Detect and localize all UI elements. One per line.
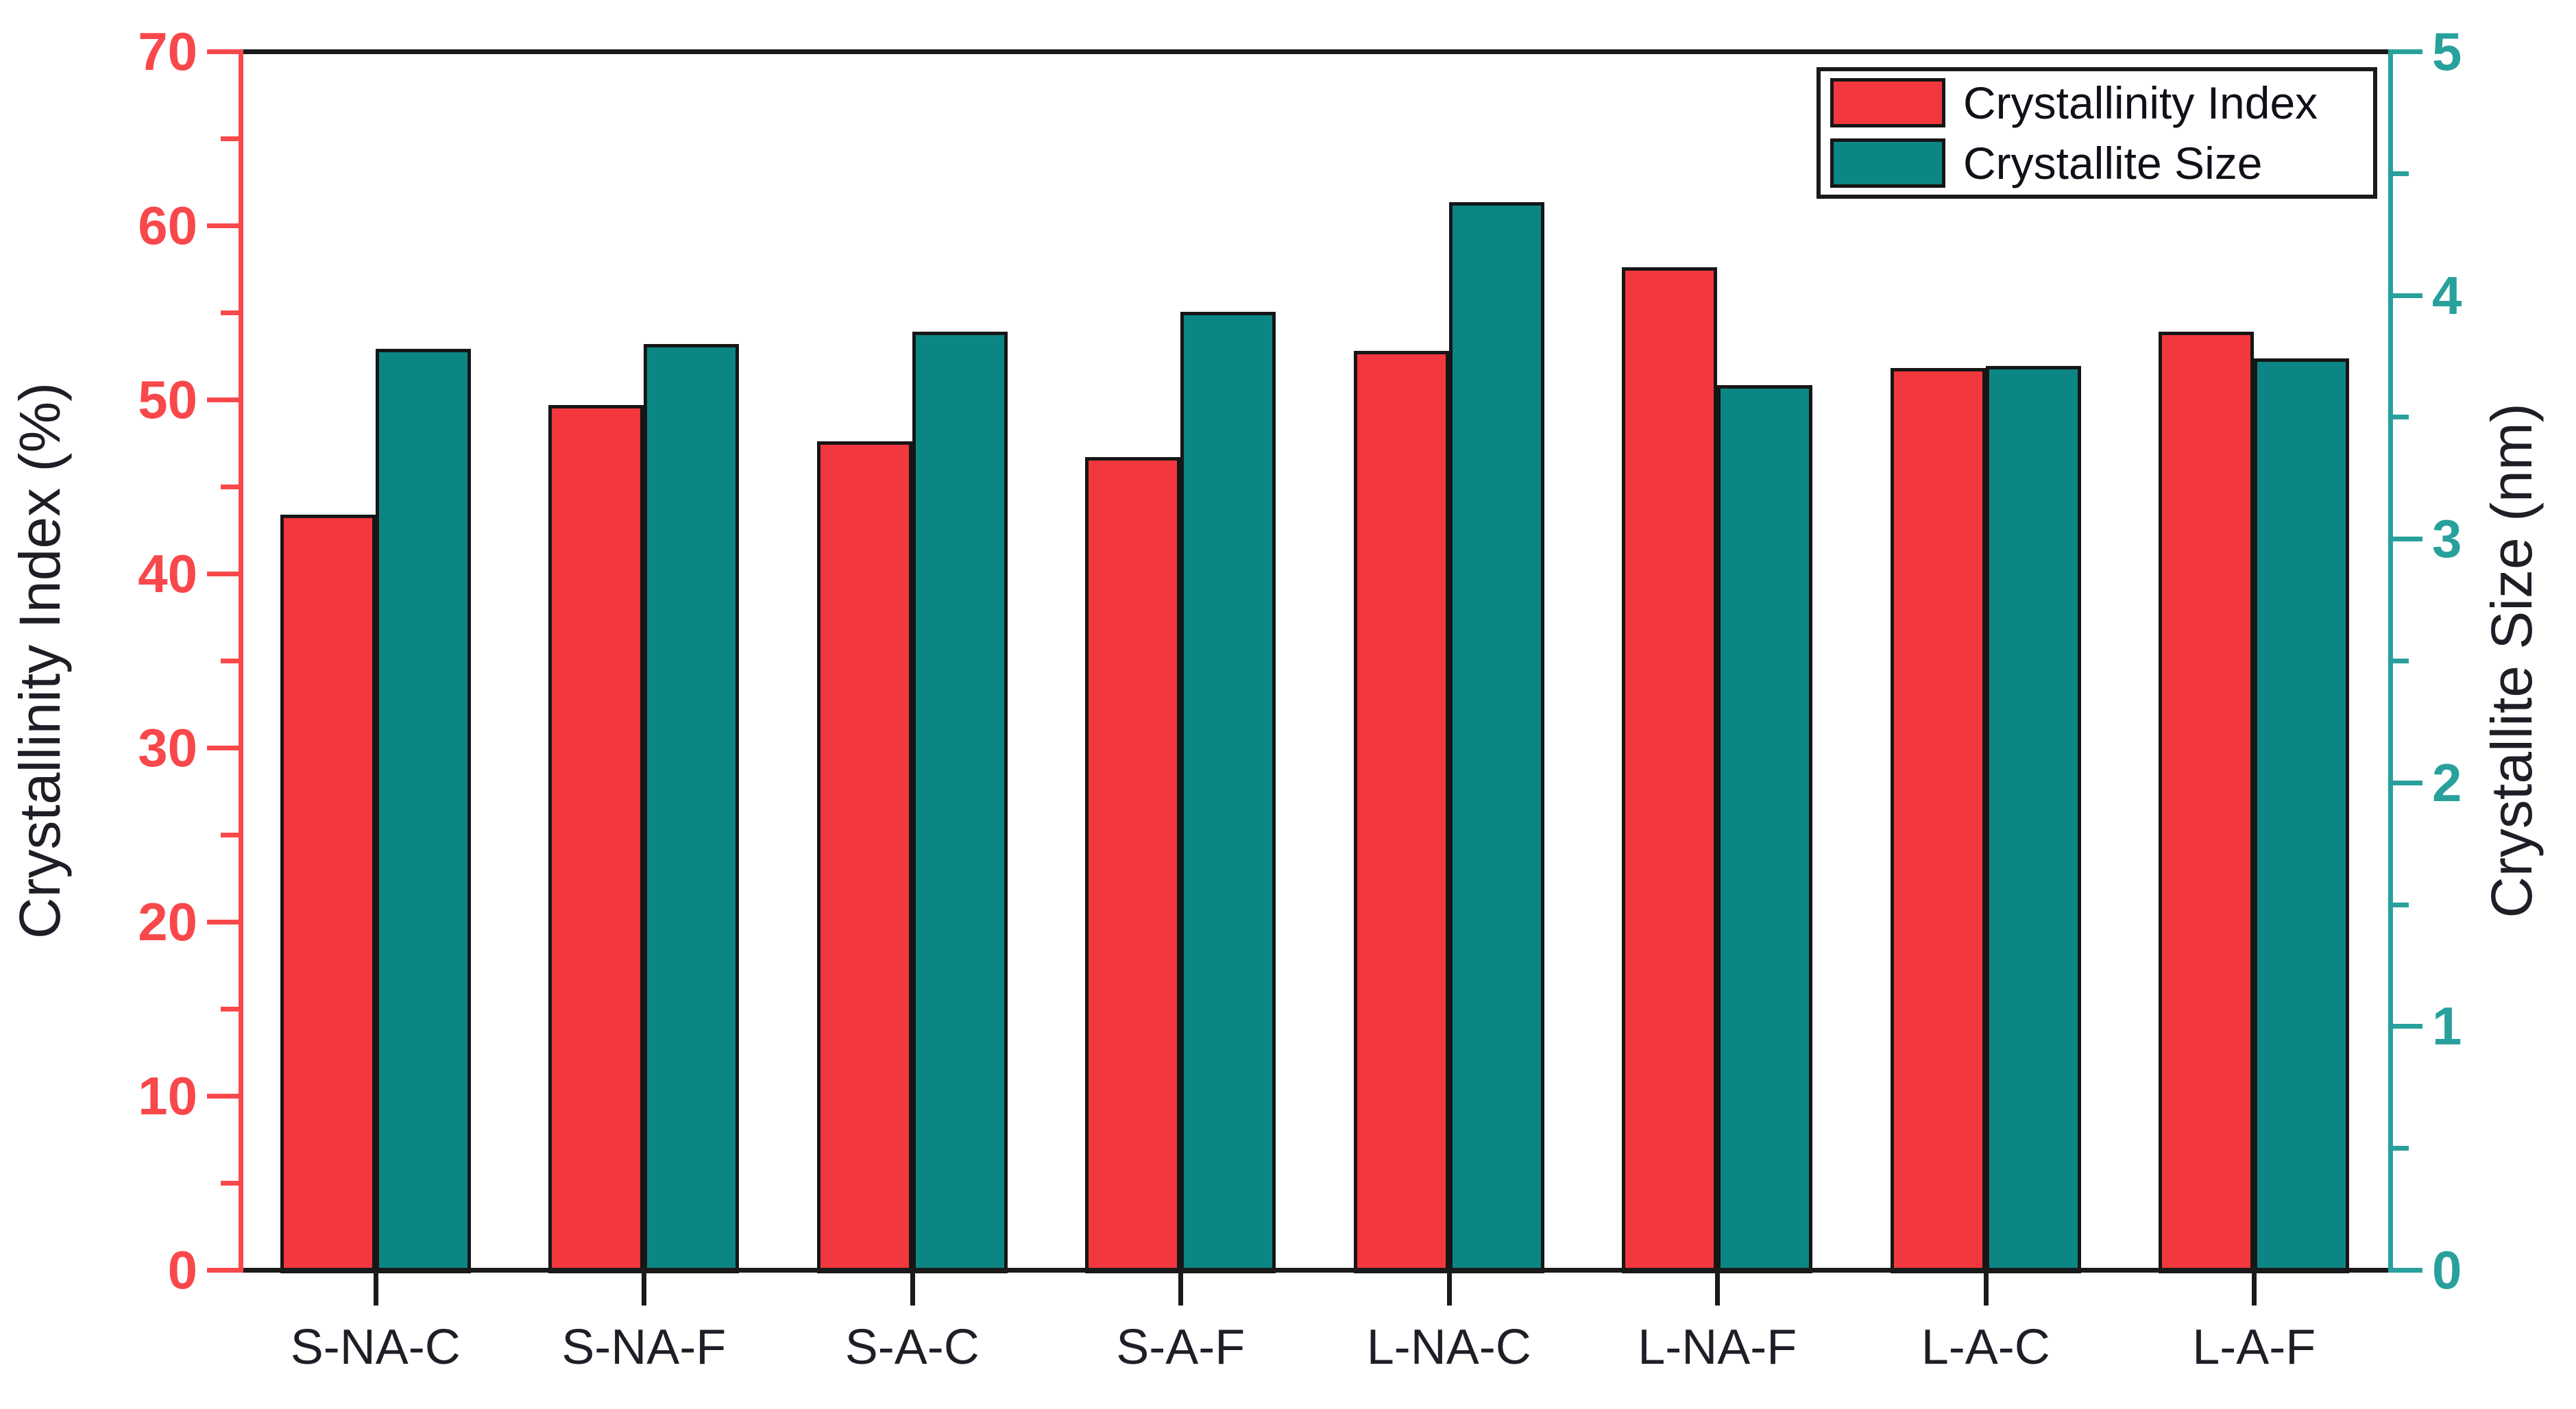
left-axis-tick-label: 10 <box>138 1066 197 1126</box>
right-axis-tick-label: 4 <box>2432 265 2462 326</box>
crystallite-size-swatch-icon <box>1830 138 1945 188</box>
left-axis-tick <box>207 49 239 54</box>
crystallinity-index-swatch-icon <box>1830 78 1945 127</box>
left-axis-tick-label: 30 <box>138 718 197 778</box>
right-axis-tick-label: 3 <box>2432 509 2462 569</box>
legend-label: Crystallinity Index <box>1963 77 2318 128</box>
left-axis-tick <box>221 659 239 663</box>
legend: Crystallinity Index Crystallite Size <box>1816 67 2377 199</box>
legend-label: Crystallite Size <box>1963 138 2263 188</box>
bottom-axis-line <box>239 1268 2393 1273</box>
x-axis-label: L-NA-F <box>1638 1320 1797 1375</box>
left-axis-tick <box>207 572 239 576</box>
left-axis-tick <box>207 1094 239 1099</box>
left-axis-title: Crystallinity Index (%) <box>8 382 72 940</box>
bar-crystallinity-index <box>1622 267 1718 1273</box>
x-axis-label: L-A-F <box>2192 1320 2316 1375</box>
left-axis-tick <box>207 1268 239 1273</box>
bar-crystallinity-index <box>1890 368 1986 1273</box>
x-axis-label: L-NA-C <box>1366 1320 1531 1375</box>
left-axis-tick-label: 20 <box>138 892 197 952</box>
right-axis-tick <box>2391 1024 2422 1029</box>
bar-crystallite-size <box>375 348 471 1273</box>
legend-item-crystallite-size: Crystallite Size <box>1830 136 2364 191</box>
left-axis-tick-label: 60 <box>138 195 197 256</box>
right-axis-tick-label: 2 <box>2432 752 2462 813</box>
bar-crystallite-size <box>644 343 740 1273</box>
right-axis-tick <box>2391 1146 2409 1151</box>
x-axis-tick <box>642 1273 647 1306</box>
left-axis-tick-label: 50 <box>138 369 197 430</box>
left-axis-tick-label: 70 <box>138 21 197 82</box>
left-axis-tick <box>221 1007 239 1012</box>
x-axis-tick <box>1446 1273 1452 1306</box>
bar-crystallite-size <box>1448 202 1544 1273</box>
right-axis-line <box>2388 49 2393 1273</box>
x-axis-label: L-A-C <box>1921 1320 2050 1375</box>
left-axis-tick <box>221 833 239 837</box>
bar-crystallite-size <box>2254 358 2350 1273</box>
left-axis-line <box>239 49 243 1273</box>
bar-crystallite-size <box>1180 312 1276 1273</box>
bar-crystallinity-index <box>2159 331 2255 1273</box>
x-axis-tick <box>373 1273 378 1306</box>
x-axis-label: S-NA-F <box>561 1320 727 1375</box>
left-axis-tick <box>207 746 239 750</box>
bar-crystallite-size <box>1985 365 2081 1273</box>
right-axis-tick-label: 5 <box>2432 21 2462 82</box>
x-axis-tick <box>1715 1273 1721 1306</box>
right-axis-tick-label: 0 <box>2432 1240 2462 1300</box>
x-axis-tick <box>910 1273 915 1306</box>
left-axis-tick <box>221 485 239 489</box>
right-axis-tick <box>2391 171 2409 176</box>
bar-crystallinity-index <box>280 514 376 1273</box>
x-axis-label: S-A-F <box>1116 1320 1246 1375</box>
top-axis-line <box>239 49 2393 54</box>
bar-crystallinity-index <box>1085 456 1181 1273</box>
bar-crystallinity-index <box>1353 350 1449 1273</box>
bar-crystallinity-index <box>816 441 912 1273</box>
right-axis-tick <box>2391 49 2422 54</box>
bar-crystallite-size <box>1717 385 1813 1273</box>
right-axis-tick <box>2391 902 2409 907</box>
left-axis-tick-label: 40 <box>138 543 197 604</box>
x-axis-tick <box>2252 1273 2257 1306</box>
bar-crystallinity-index <box>548 404 644 1273</box>
right-axis-tick <box>2391 293 2422 298</box>
left-axis-tick-label: 0 <box>167 1240 197 1300</box>
x-axis-label: S-A-C <box>845 1320 980 1375</box>
x-axis-tick <box>1178 1273 1184 1306</box>
left-axis-tick <box>221 310 239 315</box>
right-axis-tick <box>2391 415 2409 420</box>
right-axis-tick <box>2391 1268 2422 1273</box>
x-axis-tick <box>1983 1273 1989 1306</box>
right-axis-tick <box>2391 537 2422 542</box>
left-axis-tick <box>207 223 239 228</box>
left-axis-tick <box>221 136 239 141</box>
bar-crystallite-size <box>912 331 1008 1273</box>
left-axis-tick <box>221 1181 239 1186</box>
right-axis-tick-label: 1 <box>2432 996 2462 1057</box>
right-axis-title: Crystallite Size (nm) <box>2479 403 2544 918</box>
left-axis-tick <box>207 920 239 924</box>
x-axis-label: S-NA-C <box>290 1320 461 1375</box>
left-axis-tick <box>207 397 239 402</box>
legend-item-crystallinity-index: Crystallinity Index <box>1830 75 2364 130</box>
right-axis-tick <box>2391 659 2409 663</box>
right-axis-tick <box>2391 780 2422 785</box>
